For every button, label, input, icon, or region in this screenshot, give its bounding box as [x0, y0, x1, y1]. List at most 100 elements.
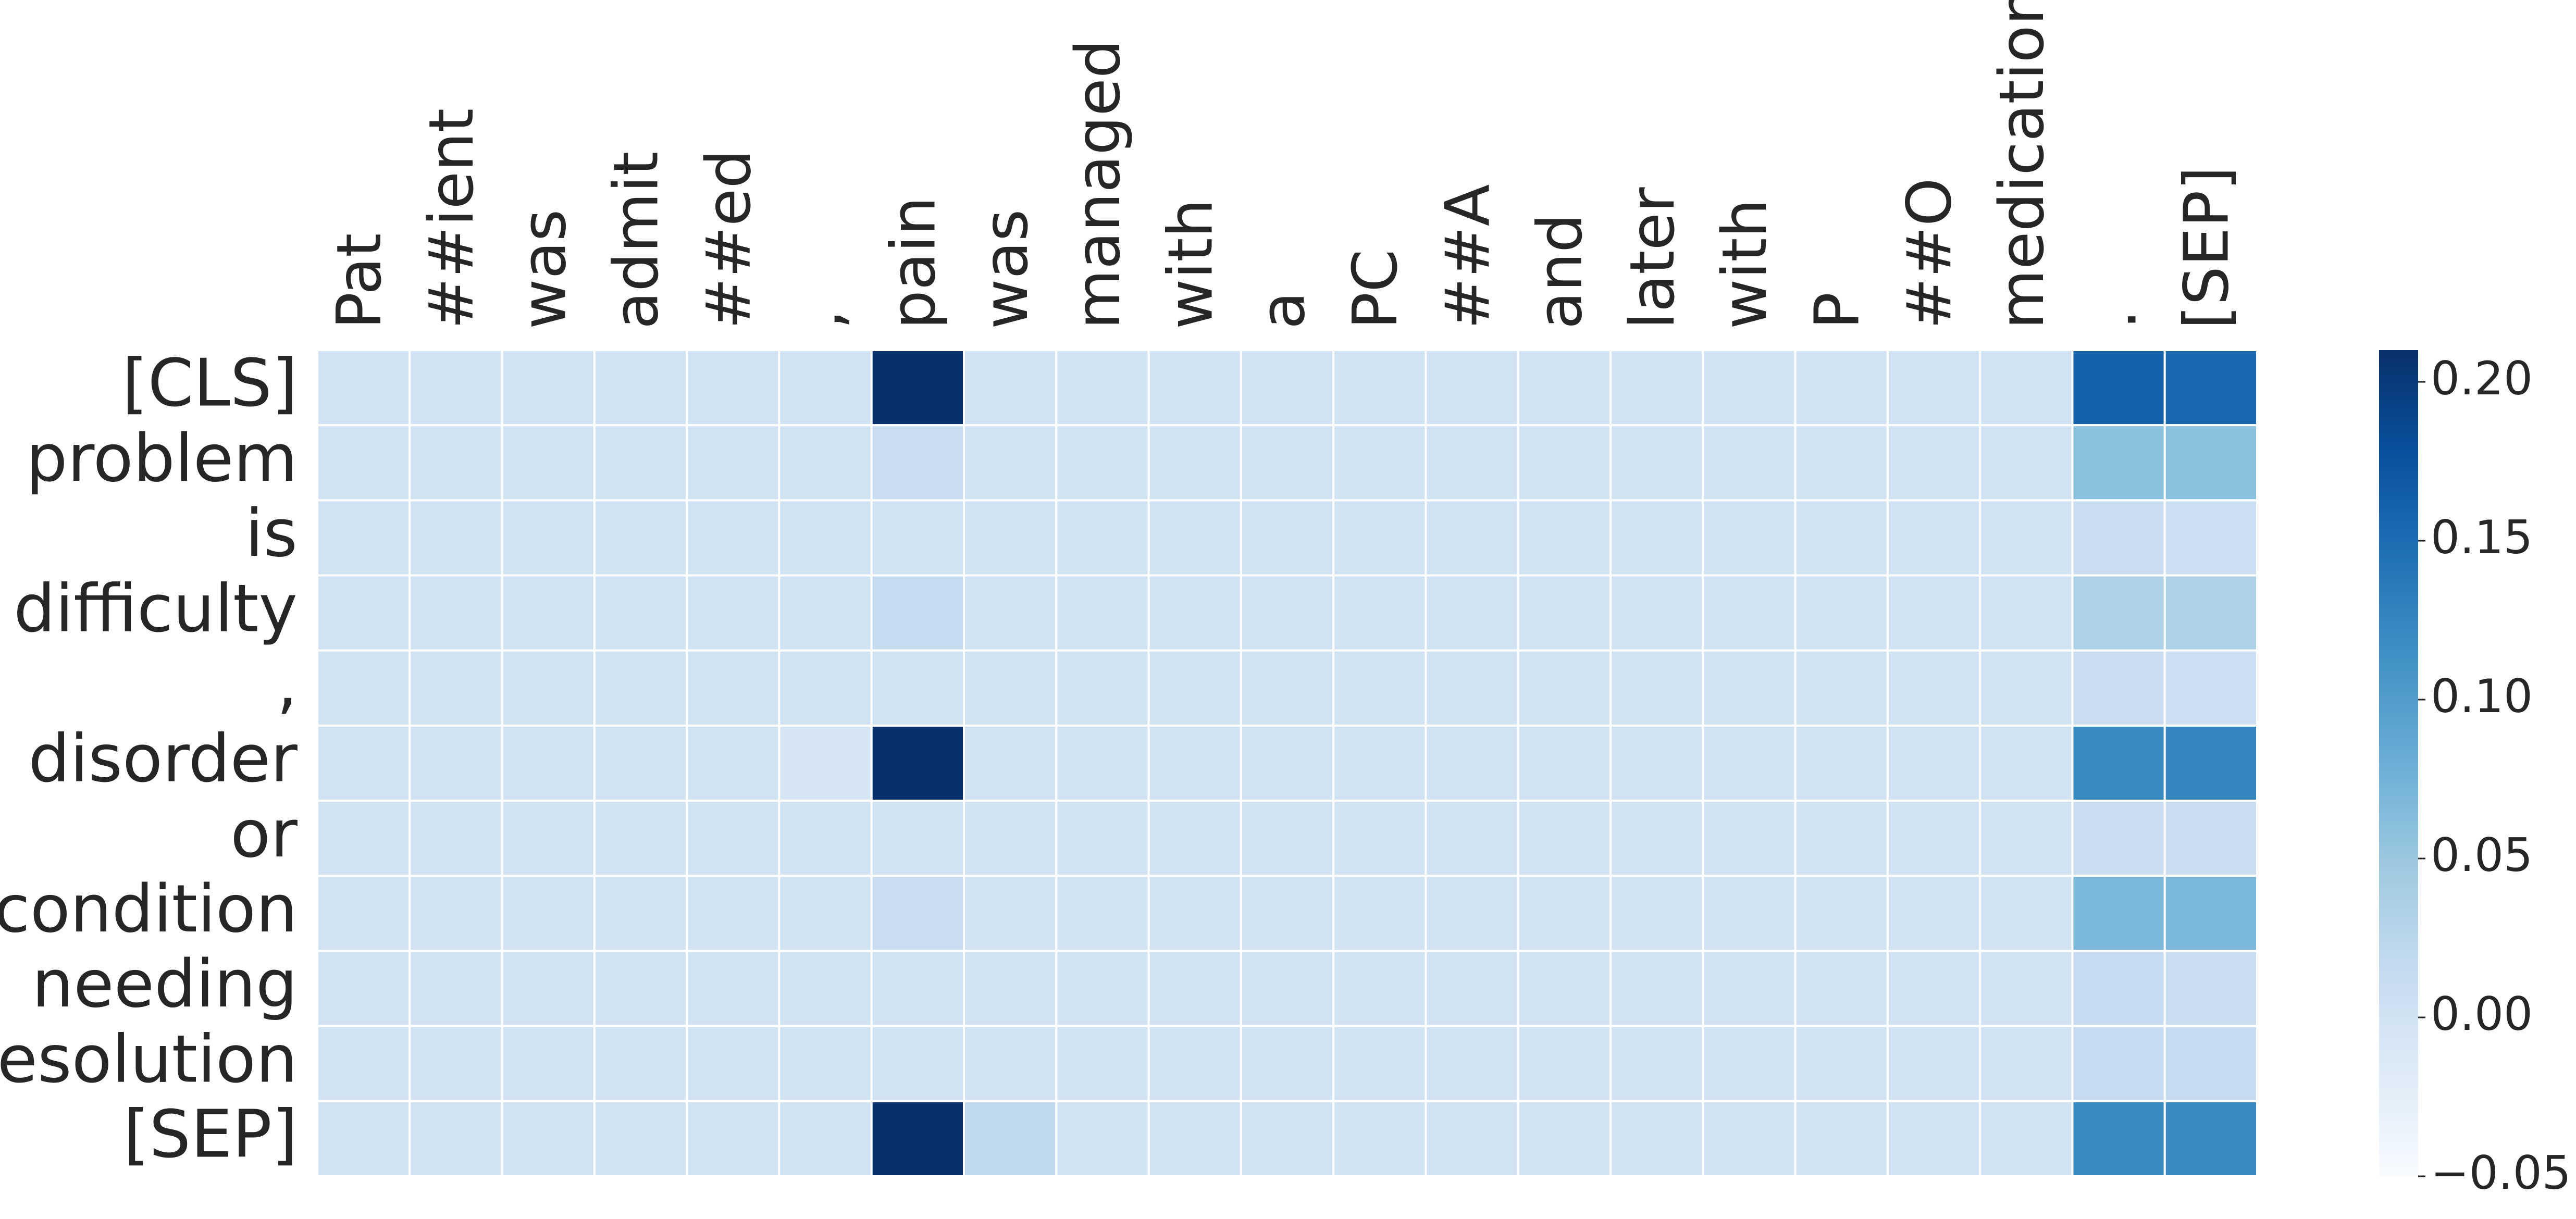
heatmap-cell: [2071, 800, 2166, 877]
heatmap-cell: [686, 349, 781, 427]
y-tick-label: is: [245, 495, 298, 571]
heatmap-cell: [1055, 875, 1150, 952]
heatmap-cell: [1794, 424, 1889, 502]
heatmap-cell: [2071, 574, 2166, 652]
colorbar-tick-label: −0.05: [2431, 1146, 2571, 1200]
heatmap-cell: [1240, 349, 1335, 427]
heatmap-cell: [778, 1100, 873, 1177]
heatmap-cell: [2071, 349, 2166, 427]
heatmap-cell: [1332, 424, 1427, 502]
heatmap-cell: [1147, 424, 1242, 502]
heatmap-cell: [1147, 800, 1242, 877]
heatmap-cell: [1609, 574, 1704, 652]
heatmap-cell: [408, 1100, 503, 1177]
heatmap-cell: [1425, 574, 1519, 652]
heatmap-cell: [316, 574, 411, 652]
heatmap-cell: [686, 499, 781, 577]
y-tick-label: difficulty: [14, 570, 298, 646]
heatmap-cell: [1886, 724, 1981, 802]
heatmap-cell: [1147, 1025, 1242, 1102]
heatmap-cell: [2163, 349, 2259, 427]
x-tick-label: [SEP]: [2171, 166, 2243, 329]
colorbar-tick-label: 0.05: [2431, 828, 2533, 882]
heatmap-cell: [1979, 574, 2074, 652]
heatmap-cell: [1609, 1100, 1704, 1177]
heatmap-cell: [1240, 574, 1335, 652]
heatmap-cell: [1517, 875, 1612, 952]
heatmap-cell: [1794, 649, 1889, 727]
heatmap-cell: [963, 800, 1058, 877]
x-tick-label: medication: [1986, 0, 2058, 329]
heatmap-cell: [2163, 724, 2259, 802]
heatmap-cell: [501, 724, 596, 802]
heatmap-cell: [593, 1100, 688, 1177]
heatmap-cell: [1332, 1100, 1427, 1177]
heatmap-cell: [1794, 1100, 1889, 1177]
heatmap-cell: [1886, 1100, 1981, 1177]
heatmap-cell: [1609, 950, 1704, 1027]
y-tick-label: problem: [26, 420, 298, 496]
heatmap-cell: [778, 1025, 873, 1102]
heatmap-cell: [593, 424, 688, 502]
heatmap-cell: [1240, 424, 1335, 502]
heatmap-cell: [1886, 875, 1981, 952]
heatmap-cell: [1240, 649, 1335, 727]
x-tick-label: was: [970, 209, 1042, 329]
heatmap-cell: [686, 875, 781, 952]
heatmap-cell: [1794, 499, 1889, 577]
heatmap-cell: [1979, 724, 2074, 802]
heatmap-cell: [408, 950, 503, 1027]
heatmap-cell: [1055, 649, 1150, 727]
heatmap-cell: [1702, 349, 1797, 427]
heatmap-cell: [870, 499, 965, 577]
heatmap-cell: [2071, 1025, 2166, 1102]
heatmap-cell: [1702, 649, 1797, 727]
heatmap-cell: [1609, 1025, 1704, 1102]
heatmap-cell: [963, 1025, 1058, 1102]
heatmap-cell: [1332, 875, 1427, 952]
heatmap-cell: [1517, 424, 1612, 502]
heatmap-cell: [1886, 649, 1981, 727]
heatmap-cell: [1055, 349, 1150, 427]
heatmap-cell: [1332, 1025, 1427, 1102]
heatmap-cell: [686, 1100, 781, 1177]
heatmap-cell: [1609, 499, 1704, 577]
heatmap-cell: [963, 1100, 1058, 1177]
y-tick-label: needing: [32, 946, 298, 1022]
heatmap-cell: [1979, 875, 2074, 952]
x-tick-label: admit: [600, 152, 672, 329]
heatmap-cell: [1147, 574, 1242, 652]
heatmap-cell: [1517, 1100, 1612, 1177]
heatmap-cell: [1886, 950, 1981, 1027]
heatmap-cell: [1147, 724, 1242, 802]
heatmap-cell: [1702, 1100, 1797, 1177]
heatmap-cell: [870, 1025, 965, 1102]
heatmap-cell: [1240, 724, 1335, 802]
heatmap-cell: [1055, 424, 1150, 502]
heatmap-cell: [1055, 724, 1150, 802]
x-tick-label: and: [1524, 214, 1596, 329]
heatmap-cell: [316, 499, 411, 577]
heatmap-cell: [1794, 1025, 1889, 1102]
heatmap-cell: [408, 875, 503, 952]
heatmap-cell: [1609, 424, 1704, 502]
heatmap-cell: [870, 574, 965, 652]
colorbar-tick-label: 0.00: [2431, 987, 2533, 1041]
heatmap-cell: [2071, 424, 2166, 502]
heatmap-cell: [686, 649, 781, 727]
heatmap-cell: [1055, 950, 1150, 1027]
heatmap-cell: [1240, 1100, 1335, 1177]
heatmap-cell: [778, 875, 873, 952]
heatmap-cell: [501, 424, 596, 502]
heatmap-cell: [408, 499, 503, 577]
heatmap-cell: [1055, 499, 1150, 577]
heatmap-cell: [1147, 950, 1242, 1027]
heatmap-cell: [1979, 1025, 2074, 1102]
heatmap-cell: [1332, 349, 1427, 427]
x-tick-label: ##A: [1431, 184, 1503, 329]
heatmap-cell: [408, 649, 503, 727]
heatmap-cell: [593, 724, 688, 802]
heatmap-cell: [501, 1100, 596, 1177]
heatmap-cell: [1517, 574, 1612, 652]
x-tick-label: with: [1154, 199, 1226, 329]
